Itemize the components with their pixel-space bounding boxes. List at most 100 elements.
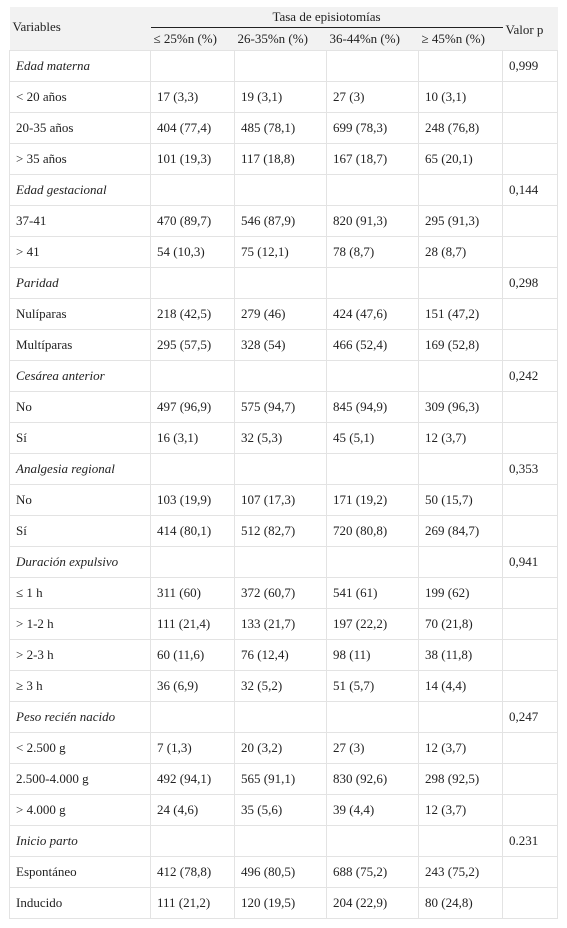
category-row: Cesárea anterior 0,242 bbox=[9, 360, 558, 392]
value-cell bbox=[418, 546, 503, 578]
variable-label: Multíparas bbox=[9, 329, 151, 361]
category-row: Inicio parto 0.231 bbox=[9, 825, 558, 857]
table-row: Nulíparas 218 (42,5) 279 (46) 424 (47,6) 151… bbox=[9, 298, 558, 330]
value-cell: 845 (94,9) bbox=[326, 391, 419, 423]
value-cell bbox=[150, 50, 235, 82]
value-cell bbox=[234, 50, 327, 82]
table-row: > 35 años 101 (19,3) 117 (18,8) 167 (18,7) 6… bbox=[9, 143, 558, 175]
value-cell: 98 (11) bbox=[326, 639, 419, 671]
value-cell: 151 (47,2) bbox=[418, 298, 503, 330]
value-cell: 35 (5,6) bbox=[234, 794, 327, 826]
value-cell bbox=[326, 174, 419, 206]
category-row: Edad materna 0,999 bbox=[9, 50, 558, 82]
value-cell: 65 (20,1) bbox=[418, 143, 503, 175]
value-cell bbox=[326, 360, 419, 392]
value-cell: 546 (87,9) bbox=[234, 205, 327, 237]
value-cell: 167 (18,7) bbox=[326, 143, 419, 175]
value-cell: 243 (75,2) bbox=[418, 856, 503, 888]
variable-label: > 35 años bbox=[9, 143, 151, 175]
value-cell: 117 (18,8) bbox=[234, 143, 327, 175]
pvalue-cell: 0,247 bbox=[502, 701, 558, 733]
value-cell: 298 (92,5) bbox=[418, 763, 503, 795]
table-header: Variables Tasa de episiotomías Valor p ≤… bbox=[9, 7, 558, 51]
value-cell: 820 (91,3) bbox=[326, 205, 419, 237]
value-cell: 269 (84,7) bbox=[418, 515, 503, 547]
value-cell: 54 (10,3) bbox=[150, 236, 235, 268]
pvalue-cell bbox=[502, 732, 558, 764]
value-cell: 279 (46) bbox=[234, 298, 327, 330]
value-cell bbox=[234, 267, 327, 299]
pvalue-cell: 0,999 bbox=[502, 50, 558, 82]
value-cell: 101 (19,3) bbox=[150, 143, 235, 175]
episiotomy-table: Variables Tasa de episiotomías Valor p ≤… bbox=[9, 7, 558, 919]
table-row: > 2-3 h 60 (11,6) 76 (12,4) 98 (11) 38 (11,8… bbox=[9, 639, 558, 671]
value-cell: 496 (80,5) bbox=[234, 856, 327, 888]
value-cell: 60 (11,6) bbox=[150, 639, 235, 671]
value-cell bbox=[418, 825, 503, 857]
value-cell: 309 (96,3) bbox=[418, 391, 503, 423]
table-row: ≤ 1 h 311 (60) 372 (60,7) 541 (61) 199 (62) bbox=[9, 577, 558, 609]
table-body: Edad materna 0,999 < 20 años 17 (3,3) 19 (3,… bbox=[9, 50, 558, 919]
value-cell: 248 (76,8) bbox=[418, 112, 503, 144]
value-cell: 197 (22,2) bbox=[326, 608, 419, 640]
value-cell: 78 (8,7) bbox=[326, 236, 419, 268]
value-cell bbox=[150, 267, 235, 299]
pvalue-cell bbox=[502, 143, 558, 175]
value-cell bbox=[418, 360, 503, 392]
table-row: Inducido 111 (21,2) 120 (19,5) 204 (22,9) 80… bbox=[9, 887, 558, 919]
variable-label: No bbox=[9, 391, 151, 423]
category-label: Cesárea anterior bbox=[9, 360, 151, 392]
value-cell: 28 (8,7) bbox=[418, 236, 503, 268]
value-cell: 169 (52,8) bbox=[418, 329, 503, 361]
value-cell bbox=[234, 546, 327, 578]
value-cell: 32 (5,2) bbox=[234, 670, 327, 702]
pvalue-cell bbox=[502, 670, 558, 702]
variable-label: < 20 años bbox=[9, 81, 151, 113]
value-cell: 541 (61) bbox=[326, 577, 419, 609]
column-header: 26-35%n (%) bbox=[234, 27, 327, 51]
value-cell: 19 (3,1) bbox=[234, 81, 327, 113]
value-cell bbox=[418, 174, 503, 206]
value-cell: 412 (78,8) bbox=[150, 856, 235, 888]
pvalue-cell: 0,242 bbox=[502, 360, 558, 392]
episiotomy-rate-group-header: Tasa de episiotomías bbox=[150, 7, 503, 28]
variable-label: > 4.000 g bbox=[9, 794, 151, 826]
value-cell: 36 (6,9) bbox=[150, 670, 235, 702]
table-row: No 497 (96,9) 575 (94,7) 845 (94,9) 309 (96,… bbox=[9, 391, 558, 423]
value-cell bbox=[234, 453, 327, 485]
value-cell: 70 (21,8) bbox=[418, 608, 503, 640]
value-cell bbox=[418, 267, 503, 299]
value-cell: 295 (57,5) bbox=[150, 329, 235, 361]
value-cell bbox=[326, 825, 419, 857]
category-label: Inicio parto bbox=[9, 825, 151, 857]
value-cell: 32 (5,3) bbox=[234, 422, 327, 454]
value-cell: 133 (21,7) bbox=[234, 608, 327, 640]
column-header: ≤ 25%n (%) bbox=[150, 27, 235, 51]
value-cell bbox=[234, 174, 327, 206]
category-row: Edad gestacional 0,144 bbox=[9, 174, 558, 206]
category-row: Analgesia regional 0,353 bbox=[9, 453, 558, 485]
pvalue-cell: 0,144 bbox=[502, 174, 558, 206]
value-cell bbox=[150, 360, 235, 392]
value-cell bbox=[326, 267, 419, 299]
table-container: Variables Tasa de episiotomías Valor p ≤… bbox=[9, 7, 558, 919]
variable-label: Nulíparas bbox=[9, 298, 151, 330]
variable-label: 2.500-4.000 g bbox=[9, 763, 151, 795]
value-cell: 50 (15,7) bbox=[418, 484, 503, 516]
variable-label: ≤ 1 h bbox=[9, 577, 151, 609]
value-cell: 565 (91,1) bbox=[234, 763, 327, 795]
value-cell: 20 (3,2) bbox=[234, 732, 327, 764]
value-cell bbox=[418, 453, 503, 485]
value-cell: 16 (3,1) bbox=[150, 422, 235, 454]
value-cell: 7 (1,3) bbox=[150, 732, 235, 764]
pvalue-cell bbox=[502, 236, 558, 268]
pvalue-cell bbox=[502, 856, 558, 888]
value-cell: 372 (60,7) bbox=[234, 577, 327, 609]
table-row: > 1-2 h 111 (21,4) 133 (21,7) 197 (22,2) 70 … bbox=[9, 608, 558, 640]
value-cell: 204 (22,9) bbox=[326, 887, 419, 919]
value-cell: 720 (80,8) bbox=[326, 515, 419, 547]
table-row: 37-41 470 (89,7) 546 (87,9) 820 (91,3) 295 (… bbox=[9, 205, 558, 237]
table-row: > 41 54 (10,3) 75 (12,1) 78 (8,7) 28 (8,7) bbox=[9, 236, 558, 268]
pvalue-cell bbox=[502, 887, 558, 919]
pvalue-cell bbox=[502, 515, 558, 547]
